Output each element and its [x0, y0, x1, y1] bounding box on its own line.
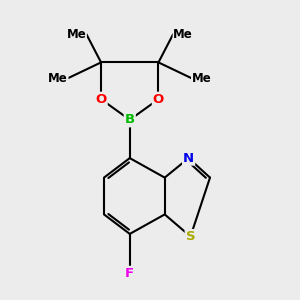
Text: Me: Me — [67, 28, 86, 40]
Text: S: S — [186, 230, 195, 243]
Text: Me: Me — [48, 72, 68, 85]
Text: O: O — [95, 93, 107, 106]
Text: B: B — [125, 113, 135, 126]
Text: O: O — [153, 93, 164, 106]
Text: Me: Me — [173, 28, 193, 40]
Text: N: N — [183, 152, 194, 165]
Text: Me: Me — [192, 72, 211, 85]
Text: F: F — [125, 267, 134, 280]
